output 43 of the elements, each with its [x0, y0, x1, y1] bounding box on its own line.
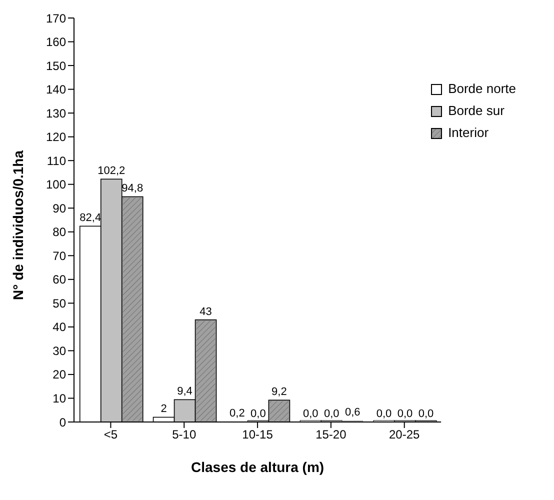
y-tick-label: 70	[52, 248, 66, 263]
y-tick-label: 90	[52, 201, 66, 216]
data-label: 0,0	[376, 408, 392, 420]
data-label: 0,0	[397, 408, 413, 420]
data-label: 2	[160, 403, 167, 416]
y-tick-label: 110	[46, 154, 66, 168]
data-label: 94,8	[122, 182, 144, 195]
data-label: 9,4	[177, 386, 192, 398]
x-tick-label: 15-20	[316, 428, 347, 442]
y-tick-label: 10	[52, 391, 66, 406]
legend-label: Borde sur	[448, 102, 504, 120]
data-label: 0,2	[230, 408, 245, 420]
y-tick-label: 80	[52, 225, 66, 240]
y-tick-label: 60	[52, 272, 66, 287]
y-tick-label: 160	[46, 35, 66, 50]
y-tick-label: 50	[52, 296, 66, 310]
legend-label: Borde norte	[448, 80, 516, 98]
data-label: 82,4	[80, 212, 102, 224]
y-tick-label: 30	[52, 344, 66, 358]
y-tick-label: 150	[46, 58, 66, 73]
x-tick-label: 5-10	[172, 428, 196, 442]
y-tick-label: 170	[46, 11, 66, 26]
y-tick-label: 40	[52, 320, 66, 334]
x-tick-label: 20-25	[389, 428, 420, 442]
x-tick-label: <5	[104, 428, 118, 442]
legend-label: Interior	[448, 124, 489, 142]
x-axis-title: Clases de altura (m)	[191, 459, 324, 475]
y-tick-label: 120	[46, 130, 66, 144]
data-label: 43	[200, 306, 212, 318]
x-tick-label: 10-15	[242, 428, 274, 442]
data-label: 0,0	[250, 408, 266, 420]
data-label: 0,0	[324, 408, 340, 420]
data-label: 9,2	[272, 386, 287, 398]
y-axis-title: N° de individuos/0.1ha	[10, 150, 26, 300]
data-label: 0,0	[418, 408, 434, 420]
y-tick-label: 130	[46, 106, 66, 120]
data-label: 102,2	[98, 165, 126, 178]
data-label: 0,0	[302, 408, 318, 420]
y-tick-label: 100	[46, 178, 66, 192]
data-label: 0,6	[344, 406, 360, 419]
y-tick-label: 140	[46, 82, 66, 97]
y-tick-label: 0	[59, 415, 66, 430]
y-tick-label: 20	[52, 368, 66, 382]
